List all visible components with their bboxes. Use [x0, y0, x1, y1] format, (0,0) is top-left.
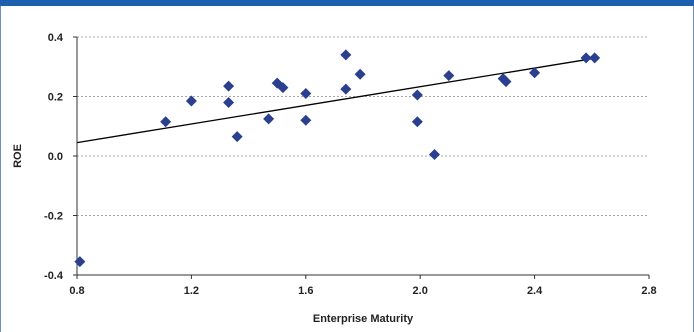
data-point: [160, 116, 172, 128]
data-point: [411, 89, 423, 101]
data-point: [411, 116, 423, 128]
data-point: [231, 131, 243, 143]
tick-labels: 0.4 0.2 0.0 -0.2 -0.4 0.8 1.2 1.6 2.0 2.4 2.8: [44, 32, 657, 297]
data-point: [354, 68, 366, 80]
x-tick-label: 1.6: [298, 285, 313, 297]
data-point: [300, 88, 312, 100]
data-point: [429, 149, 440, 161]
data-point: [263, 113, 275, 125]
y-tick-label: -0.2: [44, 211, 63, 223]
data-point: [443, 70, 455, 82]
y-tick-label: -0.4: [44, 270, 64, 282]
x-tick-label: 2.0: [413, 285, 428, 297]
x-tick-label: 0.8: [69, 285, 84, 297]
data-point: [185, 95, 197, 107]
frame-left-border: [0, 6, 1, 332]
trendline-layer: [76, 57, 598, 144]
data-points: [74, 49, 601, 268]
trend-line: [76, 57, 598, 144]
data-point: [300, 114, 312, 126]
y-tick-label: 0.2: [48, 92, 63, 104]
data-point: [340, 83, 352, 95]
data-point: [589, 52, 601, 64]
x-tick-label: 2.8: [641, 285, 656, 297]
data-point: [223, 96, 235, 108]
data-point: [580, 52, 592, 64]
data-point: [277, 82, 289, 94]
x-tick-label: 1.2: [184, 285, 199, 297]
x-axis-title: Enterprise Maturity: [313, 313, 414, 325]
y-tick-label: 0.0: [48, 151, 63, 163]
data-point: [74, 256, 86, 268]
axis-layer: [73, 36, 650, 279]
window-top-bar: [0, 0, 694, 6]
y-tick-label: 0.4: [48, 32, 64, 44]
data-point: [340, 49, 352, 61]
data-point: [529, 67, 541, 79]
data-point: [223, 80, 235, 92]
data-point: [500, 76, 512, 88]
x-tick-label: 2.4: [527, 285, 543, 297]
y-axis-title: ROE: [12, 144, 24, 168]
